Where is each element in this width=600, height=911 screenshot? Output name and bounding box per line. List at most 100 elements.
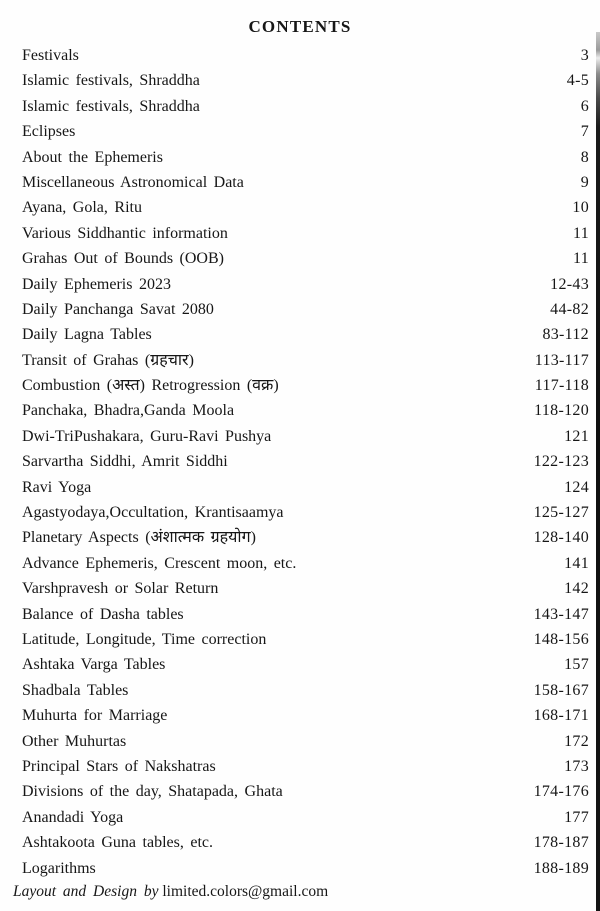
toc-row: Divisions of the day, Shatapada, Ghata 17…	[22, 779, 589, 804]
toc-entry-label: Advance Ephemeris, Crescent moon, etc.	[22, 554, 297, 572]
toc-entry-label: Daily Lagna Tables	[22, 326, 152, 344]
toc-entry-pages: 124	[564, 478, 589, 496]
toc-row: Combustion (अस्त) Retrogression (वक्र) 11…	[22, 373, 589, 398]
toc-entry-pages: 173	[564, 757, 589, 775]
toc-entry-pages: 148-156	[533, 630, 589, 648]
toc-entry-pages: 9	[580, 173, 589, 191]
toc-row: Panchaka, Bhadra,Ganda Moola 118-120	[22, 398, 589, 423]
toc-row: Daily Panchanga Savat 2080 44-82	[22, 297, 589, 322]
toc-entry-pages: 3	[580, 47, 589, 64]
toc-row: Planetary Aspects (अंशात्मक ग्रहयोग) 128-…	[22, 525, 589, 550]
toc-row: Latitude, Longitude, Time correction 148-…	[22, 627, 589, 652]
toc-entry-label: Ravi Yoga	[22, 478, 92, 496]
toc-entry-pages: 121	[564, 427, 589, 445]
toc-entry-pages: 188-189	[533, 859, 589, 877]
page-title: CONTENTS	[248, 17, 352, 36]
toc-row: Miscellaneous Astronomical Data 9	[22, 170, 589, 195]
toc-entry-label: Festivals	[22, 47, 79, 64]
toc-entry-label: Various Siddhantic information	[22, 224, 228, 242]
toc-entry-label: Latitude, Longitude, Time correction	[22, 630, 267, 648]
toc-row: Festivals 3	[22, 43, 589, 68]
toc-row: Principal Stars of Nakshatras 173	[22, 754, 589, 779]
toc-row: Dwi-TriPushakara, Guru-Ravi Pushya 121	[22, 424, 589, 449]
toc-entry-pages: 174-176	[533, 783, 589, 801]
toc-entry-label: Grahas Out of Bounds (OOB)	[22, 250, 224, 268]
toc-entry-pages: 117-118	[534, 377, 589, 395]
toc-entry-pages: 143-147	[533, 605, 589, 623]
toc-entry-pages: 141	[564, 554, 589, 572]
toc-entry-label: Dwi-TriPushakara, Guru-Ravi Pushya	[22, 427, 272, 445]
toc-entry-label: Other Muhurtas	[22, 732, 127, 750]
toc-row: Ashtakoota Guna tables, etc. 178-187	[22, 830, 589, 855]
toc-entry-label: Muhurta for Marriage	[22, 707, 168, 725]
toc-entry-pages: 178-187	[533, 834, 589, 852]
toc-entry-pages: 4-5	[566, 72, 589, 90]
toc-entry-pages: 172	[564, 732, 589, 750]
toc-list: Festivals 3 Islamic festivals, Shraddha 4-…	[0, 43, 600, 881]
toc-entry-label: Anandadi Yoga	[22, 808, 124, 826]
toc-row: Muhurta for Marriage 168-171	[22, 703, 589, 728]
toc-entry-pages: 122-123	[533, 453, 589, 471]
toc-entry-label: Combustion (अस्त) Retrogression (वक्र)	[22, 377, 279, 395]
toc-row: Balance of Dasha tables 143-147	[22, 602, 589, 627]
toc-entry-label: Ashtakoota Guna tables, etc.	[22, 834, 213, 852]
toc-row: Islamic festivals, Shraddha 4-5	[22, 68, 589, 93]
toc-entry-label: Shadbala Tables	[22, 681, 129, 699]
toc-row: Various Siddhantic information 11	[22, 221, 589, 246]
toc-entry-pages: 12-43	[550, 275, 589, 293]
toc-row: Sarvartha Siddhi, Amrit Siddhi 122-123	[22, 449, 589, 474]
toc-row: Ayana, Gola, Ritu 10	[22, 195, 589, 220]
toc-entry-label: Ayana, Gola, Ritu	[22, 199, 142, 217]
toc-entry-pages: 142	[564, 580, 589, 598]
toc-entry-label: Principal Stars of Nakshatras	[22, 757, 216, 775]
toc-entry-pages: 6	[580, 97, 589, 115]
toc-entry-label: Eclipses	[22, 123, 76, 141]
toc-row: About the Ephemeris 8	[22, 145, 589, 170]
toc-entry-label: Logarithms	[22, 859, 96, 877]
toc-entry-pages: 118-120	[534, 402, 589, 420]
toc-entry-label: Balance of Dasha tables	[22, 605, 184, 623]
toc-entry-pages: 158-167	[533, 681, 589, 699]
toc-entry-label: Varshpravesh or Solar Return	[22, 580, 219, 598]
toc-entry-pages: 168-171	[533, 707, 589, 725]
toc-row: Varshpravesh or Solar Return 142	[22, 576, 589, 601]
toc-entry-label: Daily Ephemeris 2023	[22, 275, 171, 293]
toc-row: Islamic festivals, Shraddha 6	[22, 94, 589, 119]
toc-entry-pages: 10	[572, 199, 589, 217]
toc-entry-pages: 125-127	[533, 504, 589, 522]
toc-entry-pages: 177	[564, 808, 589, 826]
toc-row: Grahas Out of Bounds (OOB) 11	[22, 246, 589, 271]
toc-entry-label: Panchaka, Bhadra,Ganda Moola	[22, 402, 235, 420]
footer-email: limited.colors@gmail.com	[162, 883, 329, 900]
toc-entry-label: Sarvartha Siddhi, Amrit Siddhi	[22, 453, 228, 471]
toc-entry-label: Islamic festivals, Shraddha	[22, 97, 200, 115]
toc-row: Daily Ephemeris 2023 12-43	[22, 272, 589, 297]
footer-byline: Layout and Design by	[13, 883, 159, 900]
toc-entry-label: Agastyodaya,Occultation, Krantisaamya	[22, 504, 284, 522]
toc-entry-label: Daily Panchanga Savat 2080	[22, 300, 214, 318]
toc-row: Advance Ephemeris, Crescent moon, etc. 14…	[22, 551, 589, 576]
toc-row: Agastyodaya,Occultation, Krantisaamya 125…	[22, 500, 589, 525]
toc-entry-pages: 8	[580, 148, 589, 166]
toc-entry-label: Ashtaka Varga Tables	[22, 656, 166, 674]
toc-entry-pages: 7	[580, 123, 589, 141]
toc-row: Ashtaka Varga Tables 157	[22, 652, 589, 677]
toc-entry-label: Miscellaneous Astronomical Data	[22, 173, 244, 191]
toc-entry-label: Islamic festivals, Shraddha	[22, 72, 200, 90]
footer-credit: Layout and Design by limited.colors@gmai…	[13, 883, 328, 901]
toc-row: Daily Lagna Tables 83-112	[22, 322, 589, 347]
toc-entry-label: Divisions of the day, Shatapada, Ghata	[22, 783, 283, 801]
toc-entry-pages: 11	[572, 250, 589, 268]
toc-row: Ravi Yoga 124	[22, 475, 589, 500]
toc-entry-pages: 11	[572, 224, 589, 242]
toc-row: Shadbala Tables 158-167	[22, 678, 589, 703]
toc-entry-pages: 128-140	[533, 529, 589, 547]
toc-row: Other Muhurtas 172	[22, 729, 589, 754]
toc-entry-pages: 44-82	[550, 300, 589, 318]
toc-row: Eclipses 7	[22, 119, 589, 144]
toc-entry-pages: 83-112	[542, 326, 589, 344]
scan-edge-artifact	[596, 32, 600, 911]
toc-row: Anandadi Yoga 177	[22, 805, 589, 830]
toc-entry-label: About the Ephemeris	[22, 148, 163, 166]
toc-entry-pages: 113-117	[534, 351, 589, 369]
